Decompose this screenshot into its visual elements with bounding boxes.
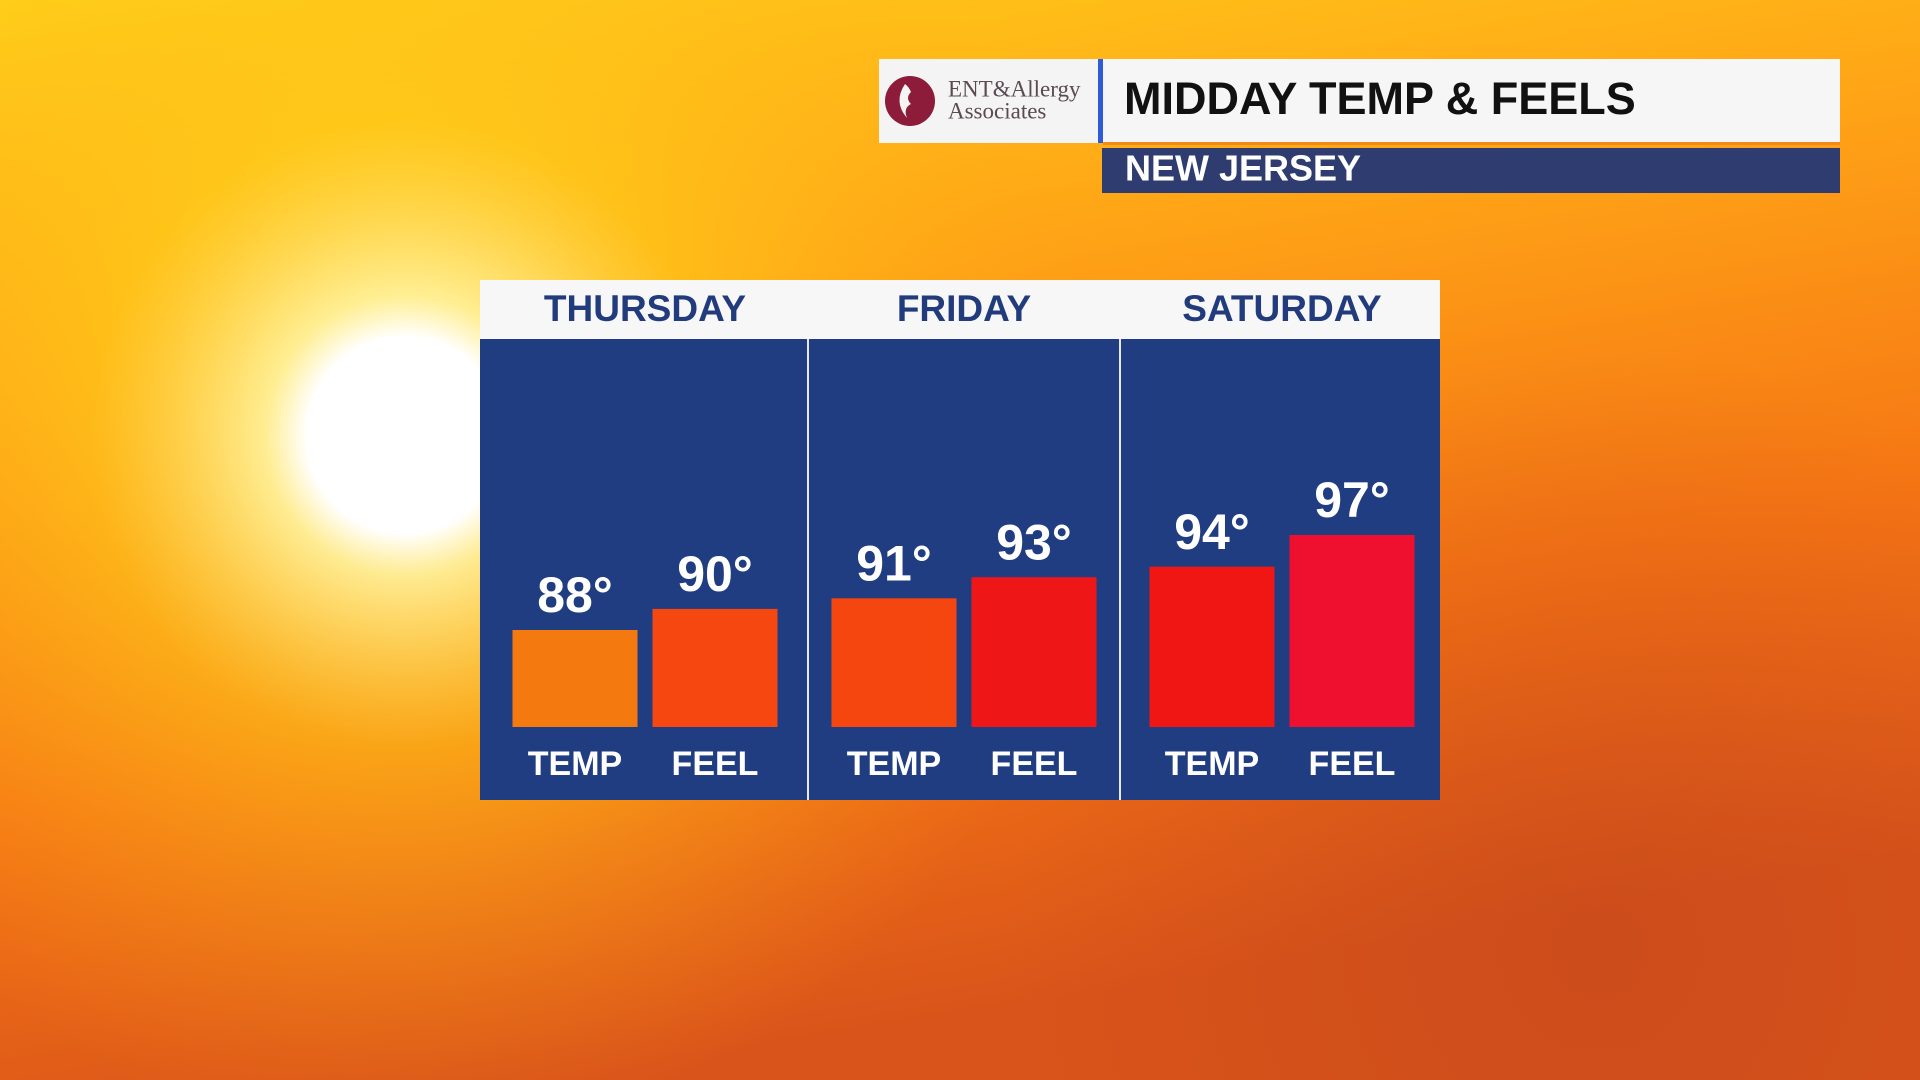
subtitle-bar (1102, 148, 1840, 193)
value-label: 94° (1174, 504, 1250, 560)
series-label: FEEL (991, 745, 1078, 783)
bar (1149, 566, 1275, 727)
series-label: FEEL (672, 745, 759, 783)
bar (652, 608, 778, 727)
bar (831, 598, 957, 727)
day-label: THURSDAY (544, 288, 746, 329)
day-header (480, 280, 1440, 339)
chart-panel (480, 339, 1440, 800)
value-label: 97° (1314, 472, 1390, 528)
value-label: 88° (537, 567, 613, 623)
sponsor-logo (885, 76, 935, 126)
day-divider (807, 339, 809, 800)
bar (971, 577, 1097, 727)
value-label: 93° (996, 514, 1072, 570)
title-underline (1103, 142, 1840, 145)
sponsor-line: ENT&Allergy (948, 76, 1081, 101)
sponsor-logo-profile (899, 84, 911, 118)
sponsor-line: Associates (948, 98, 1046, 123)
title-box (1103, 59, 1840, 143)
header-accent (1098, 59, 1103, 143)
chart-title: MIDDAY TEMP & FEELS (1124, 73, 1636, 124)
day-label: FRIDAY (897, 288, 1032, 329)
series-label: FEEL (1309, 745, 1396, 783)
day-divider (1119, 339, 1121, 800)
chart-subtitle: NEW JERSEY (1125, 148, 1361, 189)
series-label: TEMP (1165, 745, 1259, 783)
bar (512, 630, 638, 727)
bar (1289, 535, 1415, 727)
day-label: SATURDAY (1182, 288, 1382, 329)
value-label: 90° (677, 546, 753, 602)
value-label: 91° (856, 536, 932, 592)
series-label: TEMP (528, 745, 622, 783)
series-label: TEMP (847, 745, 941, 783)
